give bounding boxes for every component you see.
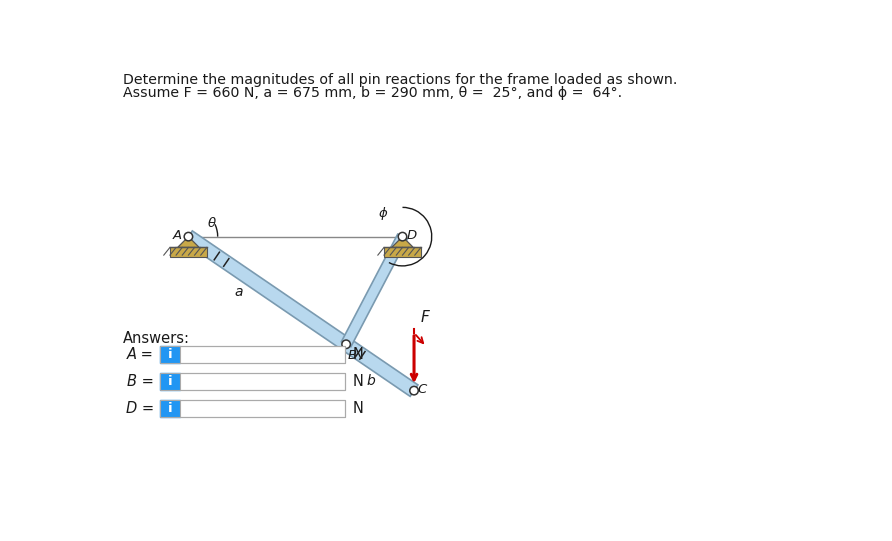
FancyBboxPatch shape <box>160 373 180 390</box>
Text: i: i <box>168 348 172 361</box>
Text: A =: A = <box>127 347 153 362</box>
Text: a: a <box>235 285 243 299</box>
Text: Answers:: Answers: <box>123 331 190 346</box>
Text: D =: D = <box>126 401 153 416</box>
Text: C: C <box>417 382 426 395</box>
FancyBboxPatch shape <box>180 400 344 417</box>
Polygon shape <box>342 234 408 347</box>
Circle shape <box>409 386 418 395</box>
Text: θ: θ <box>208 217 216 230</box>
Text: N: N <box>352 374 363 389</box>
Circle shape <box>184 233 193 241</box>
Polygon shape <box>170 247 207 256</box>
Polygon shape <box>178 236 199 247</box>
Text: N: N <box>352 347 363 362</box>
Text: B: B <box>348 348 357 361</box>
Text: Determine the magnitudes of all pin reactions for the frame loaded as shown.: Determine the magnitudes of all pin reac… <box>123 74 677 88</box>
Text: B =: B = <box>127 374 153 389</box>
FancyBboxPatch shape <box>160 346 180 363</box>
Polygon shape <box>384 247 421 256</box>
Polygon shape <box>185 231 418 397</box>
Text: b: b <box>366 374 375 388</box>
Polygon shape <box>392 236 413 247</box>
Circle shape <box>398 233 407 241</box>
Text: D: D <box>407 229 417 242</box>
Text: F: F <box>420 310 429 325</box>
Text: ϕ: ϕ <box>379 207 388 220</box>
Circle shape <box>342 340 351 348</box>
FancyBboxPatch shape <box>180 346 344 363</box>
Text: i: i <box>168 402 172 415</box>
FancyBboxPatch shape <box>180 373 344 390</box>
Text: N: N <box>352 401 363 416</box>
Text: i: i <box>168 375 172 388</box>
Text: Assume F = 660 N, a = 675 mm, b = 290 mm, θ =  25°, and ϕ =  64°.: Assume F = 660 N, a = 675 mm, b = 290 mm… <box>123 87 622 101</box>
FancyBboxPatch shape <box>160 400 180 417</box>
Text: A: A <box>173 229 182 242</box>
